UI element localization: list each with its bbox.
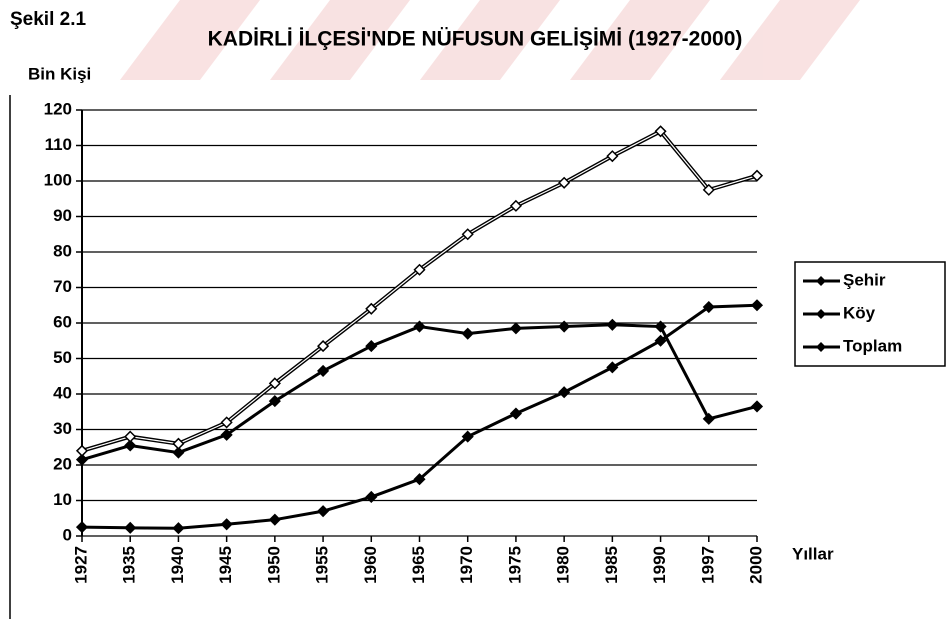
- data-point: [461, 228, 474, 241]
- y-tick-label: 70: [53, 277, 72, 296]
- y-tick-label: 50: [53, 348, 72, 367]
- data-point: [317, 364, 330, 377]
- x-tick-label: 1980: [554, 546, 573, 584]
- data-point: [654, 334, 667, 347]
- y-tick-label: 30: [53, 419, 72, 438]
- data-point: [461, 327, 474, 340]
- x-tick-label: 1945: [216, 546, 235, 584]
- data-point: [702, 183, 715, 196]
- y-tick-label: 20: [53, 454, 72, 473]
- data-point: [413, 473, 426, 486]
- data-point: [606, 318, 619, 331]
- y-tick-label: 60: [53, 312, 72, 331]
- x-tick-label: 1990: [650, 546, 669, 584]
- y-tick-label: 120: [44, 99, 72, 118]
- x-tick-label: 1935: [120, 546, 139, 584]
- data-point: [317, 340, 330, 353]
- x-tick-label: 1927: [71, 546, 90, 584]
- x-tick-label: 1975: [505, 546, 524, 584]
- data-point: [509, 407, 522, 420]
- legend-marker: [816, 342, 826, 352]
- x-axis-label: Yıllar: [792, 544, 834, 563]
- data-point: [702, 412, 715, 425]
- data-point: [220, 518, 233, 531]
- data-point: [750, 400, 764, 413]
- data-point: [654, 320, 667, 333]
- data-point: [413, 263, 426, 276]
- watermark: [120, 0, 860, 80]
- x-tick-label: 1940: [168, 546, 187, 584]
- y-tick-label: 100: [44, 170, 72, 189]
- data-point: [75, 521, 89, 534]
- series-line: [81, 128, 758, 453]
- legend-label: Köy: [843, 303, 876, 322]
- data-point: [172, 446, 185, 459]
- x-tick-label: 1955: [313, 546, 332, 584]
- data-point: [172, 437, 185, 450]
- data-point: [365, 340, 378, 353]
- data-point: [558, 386, 571, 399]
- data-point: [461, 430, 474, 443]
- y-tick-label: 10: [53, 490, 72, 509]
- x-tick-label: 1997: [698, 546, 717, 584]
- data-point: [268, 395, 281, 408]
- x-tick-label: 1965: [409, 546, 428, 584]
- legend-marker: [816, 276, 826, 286]
- x-tick-label: 1970: [457, 546, 476, 584]
- data-point: [124, 439, 137, 452]
- series-line-inner: [81, 130, 758, 452]
- data-point: [509, 199, 522, 212]
- x-tick-label: 1985: [602, 546, 621, 584]
- data-point: [75, 444, 89, 457]
- data-point: [220, 416, 233, 429]
- data-point: [75, 453, 89, 466]
- legend-marker: [816, 309, 826, 319]
- data-point: [268, 513, 281, 526]
- data-point: [509, 322, 522, 335]
- x-tick-label: 1950: [264, 546, 283, 584]
- data-point: [750, 299, 764, 312]
- data-point: [702, 300, 715, 314]
- y-axis-label: Bin Kişi: [28, 64, 91, 83]
- data-point: [124, 430, 137, 443]
- x-tick-label: 2000: [746, 546, 765, 584]
- data-point: [558, 320, 571, 333]
- chart-title: KADİRLİ İLÇESİ'NDE NÜFUSUN GELİŞİMİ (192…: [208, 28, 743, 51]
- series-line: [81, 303, 758, 530]
- y-tick-label: 110: [45, 135, 72, 154]
- data-point: [365, 490, 378, 504]
- x-tick-label: 1960: [361, 546, 380, 584]
- legend-label: Toplam: [843, 336, 902, 355]
- data-point: [606, 150, 619, 163]
- data-point: [558, 176, 571, 189]
- data-point: [220, 428, 233, 441]
- data-point: [654, 125, 667, 138]
- y-tick-label: 80: [53, 241, 72, 260]
- data-point: [317, 505, 330, 518]
- data-point: [268, 377, 281, 390]
- y-tick-label: 40: [53, 383, 72, 402]
- data-point: [606, 361, 619, 374]
- data-point: [413, 320, 426, 333]
- data-point: [124, 521, 137, 534]
- data-point: [365, 302, 378, 315]
- legend-label: Şehir: [843, 270, 886, 289]
- figure-label: Şekil 2.1: [10, 9, 86, 30]
- y-tick-label: 90: [53, 206, 72, 225]
- data-point: [750, 169, 764, 182]
- y-tick-label: 0: [63, 525, 72, 544]
- data-point: [172, 522, 185, 535]
